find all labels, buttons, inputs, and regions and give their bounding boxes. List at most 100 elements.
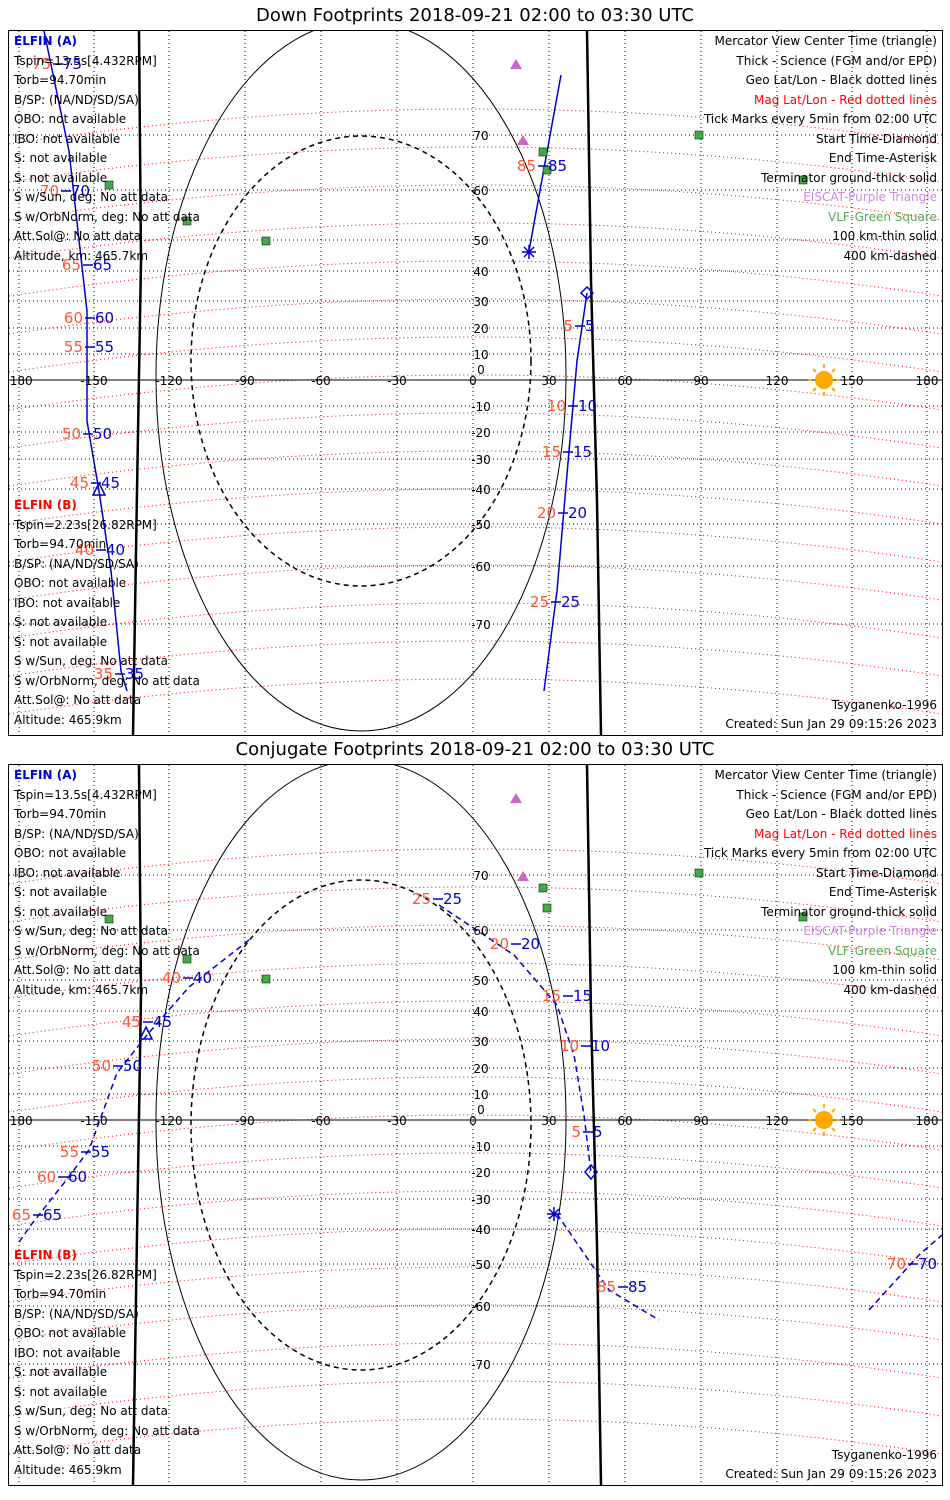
lat-tick-label: -20	[471, 426, 491, 440]
mag-lat-line	[9, 564, 942, 601]
lon-tick-label: 90	[693, 374, 708, 388]
mag-lat-line	[9, 374, 942, 411]
tick-label-mag: 85	[597, 1278, 616, 1296]
sat-b-s1: S: not available	[14, 1365, 108, 1379]
sat-b-torb: Torb=94.70min	[14, 1287, 107, 1301]
tick-label-track: 10	[578, 397, 597, 415]
tick-label-mag: 65	[62, 256, 81, 274]
sat-a-s-orb: S w/OrbNorm, deg: No att data	[14, 209, 200, 224]
sat-a-s1: S: not available	[14, 885, 108, 899]
lon-tick-label: -30	[387, 374, 407, 388]
tick-label-mag: 50	[92, 1057, 111, 1075]
tick-label-mag: 15	[542, 443, 561, 461]
legend-mag: Mag Lat/Lon - Red dotted lines	[753, 92, 937, 107]
lat-tick-label: -70	[471, 1358, 491, 1372]
lat-tick-label: -20	[471, 1166, 491, 1180]
sat-b-s-sun: S w/Sun, deg: No att data	[14, 654, 168, 668]
sat-b-alt: Altitude: 465.9km	[14, 712, 122, 727]
sun-icon	[808, 364, 840, 396]
tick-label-mag: 5	[571, 1123, 581, 1141]
legend-start: Start Time-Diamond	[815, 865, 937, 880]
legend-vlf: VLF-Green Square	[828, 209, 937, 224]
tick-label-track: 20	[521, 935, 540, 953]
legend-km100: 100 km-thin solid	[832, 963, 937, 977]
tick-label-mag: 10	[560, 1037, 579, 1055]
lat-tick-label: 40	[473, 1005, 488, 1019]
legend-end: End Time-Asterisk	[828, 885, 937, 899]
start-diamond-a	[584, 1163, 598, 1181]
sat-b-tspin: Tspin=2.23s[26.82RPM]	[14, 517, 157, 532]
end-asterisk-a	[522, 245, 536, 259]
sat-b-bsp: B/SP: (NA/ND/SD/SA)	[14, 556, 139, 571]
tick-label-mag: 65	[12, 1206, 31, 1224]
tick-label-mag: 25	[412, 890, 431, 908]
vlf-square	[542, 903, 552, 913]
sat-b-ibo: IBO: not available	[14, 595, 121, 610]
lon-tick-label: 180	[916, 1114, 939, 1128]
lon-tick-label: -60	[311, 1114, 331, 1128]
model-label: Tsyganenko-1996	[831, 1448, 937, 1462]
mag-lat-line	[9, 640, 942, 677]
tick-label-mag: 50	[62, 425, 81, 443]
mag-lat-line	[9, 450, 942, 487]
legend-mag: Mag Lat/Lon - Red dotted lines	[753, 826, 937, 841]
lon-tick-label: 180	[916, 374, 939, 388]
sat-a-torb: Torb=94.70min	[14, 73, 107, 87]
vlf-square	[104, 914, 114, 924]
tick-label-track: 60	[68, 1168, 87, 1186]
legend-ticks: Tick Marks every 5min from 02:00 UTC	[703, 112, 937, 126]
mag-lat-line	[9, 1342, 942, 1379]
fov-400km	[190, 135, 532, 587]
legend-end: End Time-Asterisk	[828, 151, 937, 165]
tick-label-track: 85	[628, 1278, 647, 1296]
terminator-east	[585, 31, 603, 735]
lat-tick-label: -40	[471, 1223, 491, 1237]
vlf-square	[694, 868, 704, 878]
end-asterisk-a	[547, 1207, 561, 1221]
tick-label-mag: 55	[60, 1143, 79, 1161]
mag-lat-line	[9, 1418, 942, 1455]
mag-lat-line	[9, 924, 942, 961]
sat-b-att: Att.Sol@: No att data	[14, 1443, 142, 1457]
tick-label-track: 45	[101, 474, 120, 492]
sat-b-name: ELFIN (B)	[14, 498, 77, 512]
legend-km100: 100 km-thin solid	[832, 229, 937, 243]
terminator-east	[585, 765, 603, 1485]
eiscat-triangle	[517, 871, 529, 881]
tick-label-track: 50	[93, 425, 112, 443]
terminator-west	[131, 31, 143, 735]
sat-a-bsp: B/SP: (NA/ND/SD/SA)	[14, 826, 139, 841]
sat-a-att: Att.Sol@: No att data	[14, 229, 142, 243]
track-a	[438, 904, 660, 1321]
lon-tick-label: 30	[541, 1114, 556, 1128]
mag-lat-line	[9, 298, 942, 335]
lon-tick-label: 120	[766, 1114, 789, 1128]
sat-a-att: Att.Sol@: No att data	[14, 963, 142, 977]
lat-tick-label: -30	[471, 453, 491, 467]
legend-eiscat: EISCAT-Purple Triangle	[803, 190, 937, 204]
tick-label-track: 50	[123, 1057, 142, 1075]
fov-400km	[190, 879, 532, 1371]
legend-center: Mercator View Center Time (triangle)	[714, 768, 937, 782]
lon-tick-label: -180	[9, 374, 33, 388]
mag-lat-line	[9, 412, 942, 449]
lat-tick-label: -40	[471, 483, 491, 497]
legend-vlf: VLF-Green Square	[828, 943, 937, 958]
tick-label-track: 10	[591, 1037, 610, 1055]
lat-tick-label: 60	[473, 924, 488, 938]
legend-term: Terminator ground-thick solid	[761, 904, 937, 919]
legend-km400: 400 km-dashed	[843, 982, 937, 997]
tick-label-track: 65	[43, 1206, 62, 1224]
lat-tick-label: 70	[473, 129, 488, 143]
track-a	[528, 74, 588, 692]
lat-tick-label: 30	[473, 295, 488, 309]
mag-lat-line	[9, 1038, 942, 1075]
lat-tick-label: -10	[471, 400, 491, 414]
vlf-square	[798, 175, 808, 185]
lon-tick-label: -90	[235, 374, 255, 388]
sat-b-s-orb: S w/OrbNorm, deg: No att data	[14, 1423, 200, 1438]
mag-lat-line	[9, 108, 942, 145]
mag-lat-line	[9, 1114, 942, 1151]
tick-label-mag: 85	[517, 157, 536, 175]
lon-tick-label: 0	[469, 1114, 477, 1128]
